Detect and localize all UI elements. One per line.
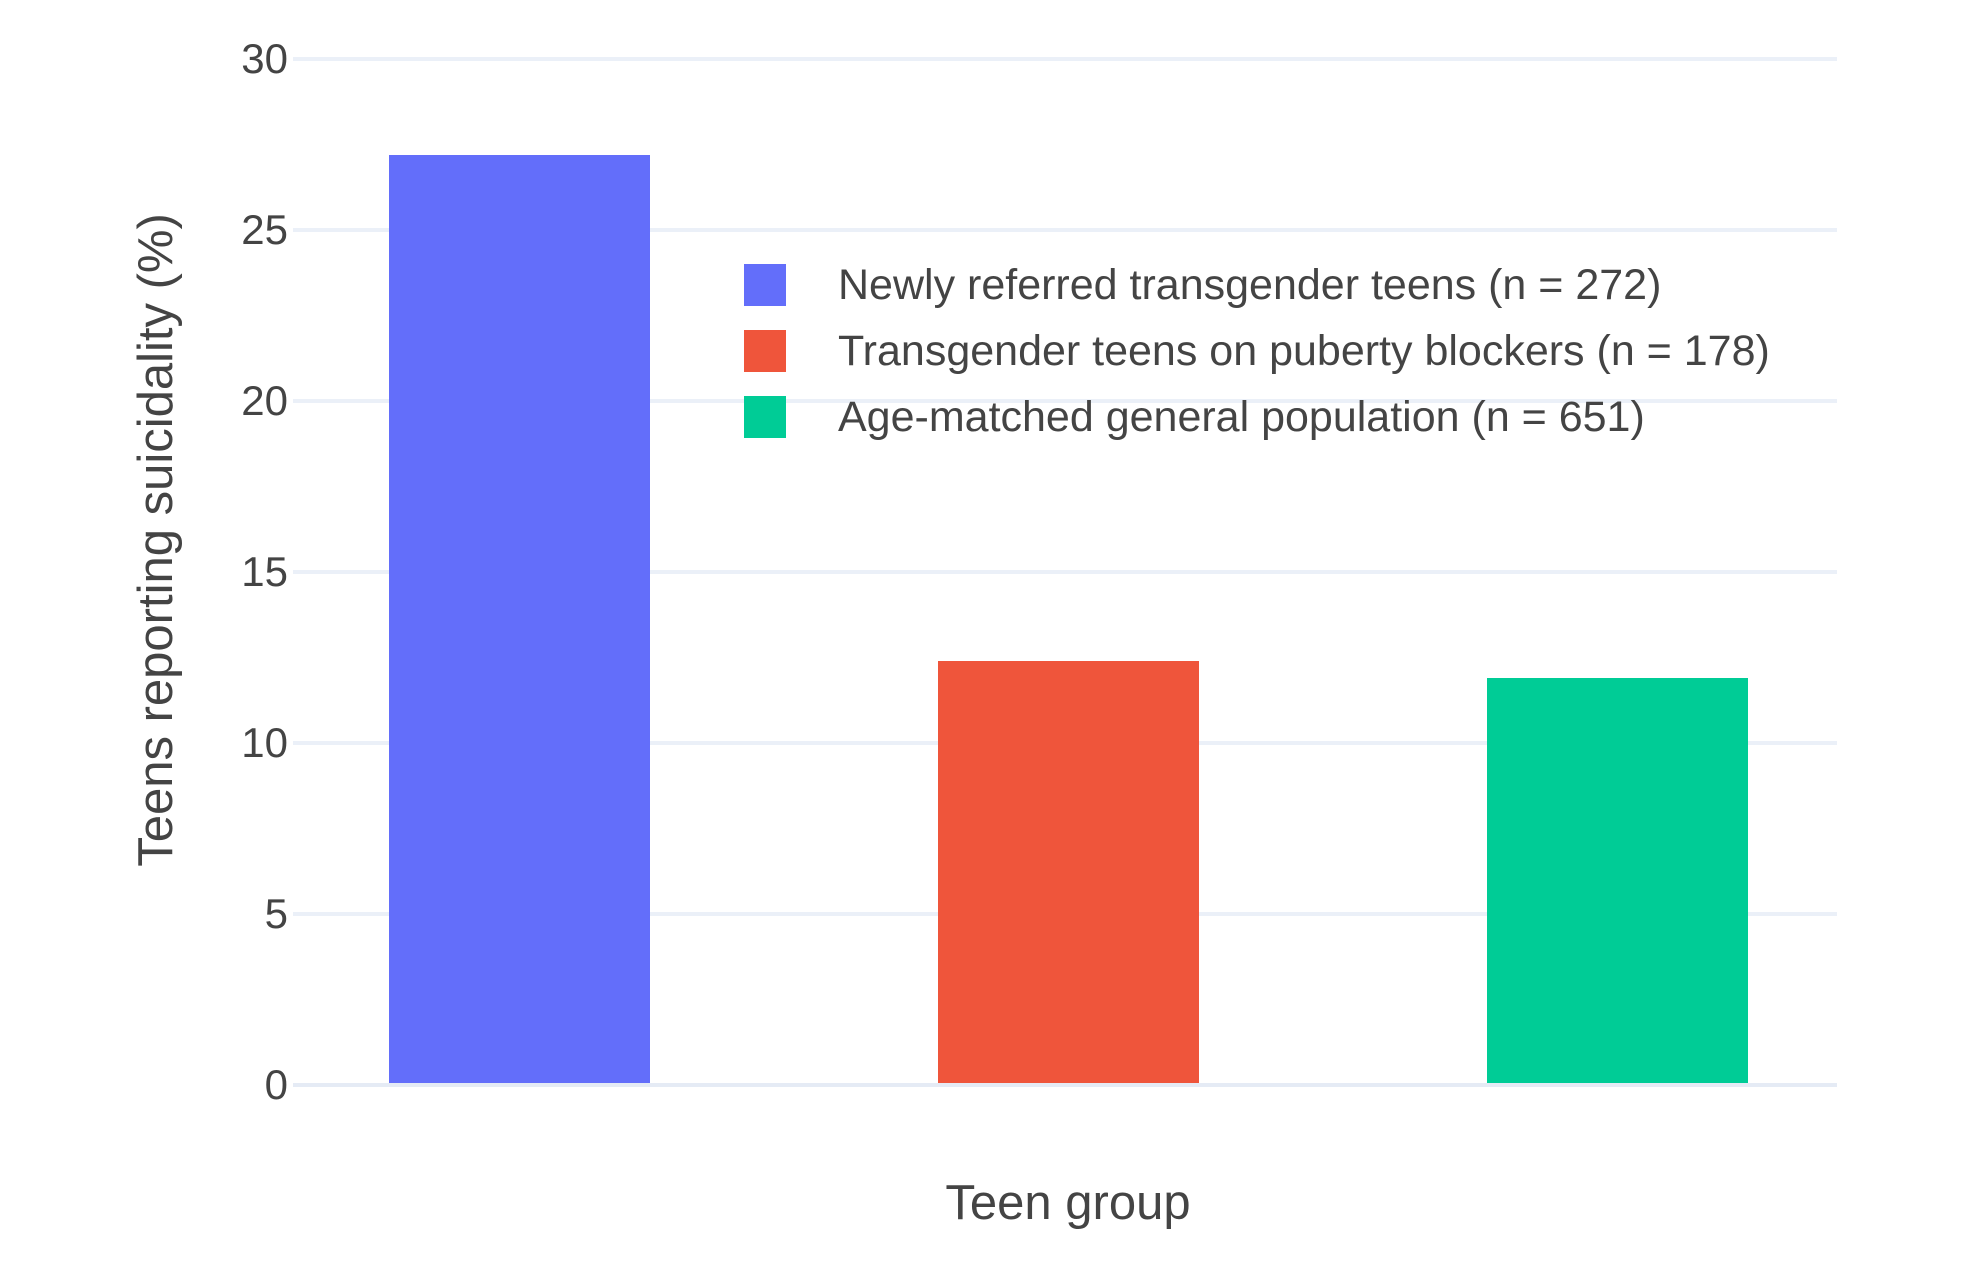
y-tick-label-25: 25 [241, 206, 288, 253]
y-tick-label-0: 0 [264, 1061, 288, 1108]
legend-swatch-green-icon [744, 396, 786, 438]
y-tick-label-15: 15 [241, 548, 288, 595]
legend-item-puberty-blockers[interactable]: Transgender teens on puberty blockers (n… [744, 318, 1770, 384]
legend-item-newly-referred[interactable]: Newly referred transgender teens (n = 27… [744, 252, 1770, 318]
y-tick-label-30: 30 [241, 35, 288, 82]
x-axis-zero-line [293, 1083, 1837, 1087]
legend-label: Newly referred transgender teens (n = 27… [838, 260, 1662, 309]
legend-label: Age-matched general population (n = 651) [838, 392, 1645, 441]
gridline-15 [293, 570, 1837, 574]
y-tick-label-5: 5 [264, 890, 288, 937]
legend: Newly referred transgender teens (n = 27… [744, 252, 1770, 450]
gridline-30 [293, 57, 1837, 61]
bar-age-matched-general-population[interactable] [1487, 678, 1748, 1085]
x-axis-title: Teen group [945, 1176, 1191, 1230]
bar-transgender-teens-on-puberty-blockers[interactable] [938, 660, 1199, 1085]
y-tick-label-20: 20 [241, 377, 288, 424]
gridline-25 [293, 228, 1837, 232]
legend-swatch-red-icon [744, 330, 786, 372]
plot-area [293, 57, 1837, 1087]
legend-swatch-blue-icon [744, 264, 786, 306]
legend-item-general-population[interactable]: Age-matched general population (n = 651) [744, 384, 1770, 450]
legend-label: Transgender teens on puberty blockers (n… [838, 326, 1770, 375]
gridline-20 [293, 399, 1837, 403]
y-axis-title: Teens reporting suicidality (%) [129, 213, 183, 867]
bar-newly-referred-transgender-teens[interactable] [389, 154, 650, 1085]
y-tick-label-10: 10 [241, 719, 288, 766]
